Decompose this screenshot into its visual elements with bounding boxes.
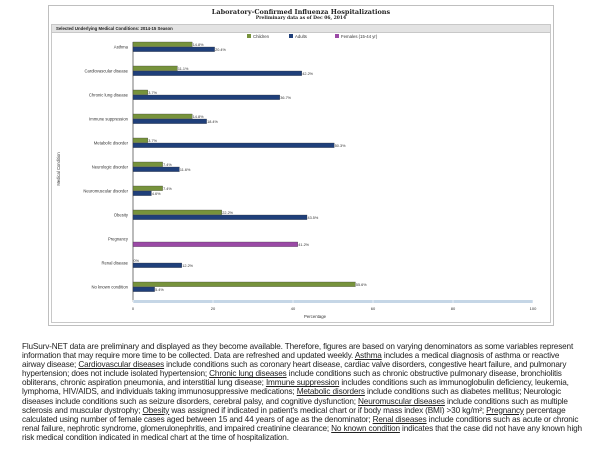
footnote-term: Chronic lung diseases [209, 369, 287, 379]
x-tick-label: 40 [291, 306, 296, 311]
footnote-text: include conditions such as diabetes mell… [22, 387, 562, 406]
bar-adults [132, 46, 215, 52]
category-label: Metabolic disorder [94, 141, 129, 146]
data-label: 7.4% [163, 187, 172, 191]
footnote-text: percentage calculated using number of fe… [22, 405, 566, 424]
bar-children [132, 41, 193, 47]
footnote-term: Cardiovascular diseases [78, 360, 165, 370]
bar-children [132, 281, 356, 287]
data-label: 41.2% [298, 243, 309, 247]
chart-panel: Children Adults Females (15-44 yr) Medical … [51, 32, 551, 323]
chart-subtitle: Preliminary data as of Dec 06, 2014 [255, 16, 347, 21]
data-label: 22.2% [222, 211, 233, 215]
category-label: No known condition [91, 285, 128, 290]
footnote-term: Pregnancy [486, 405, 524, 415]
data-label: 55.6% [356, 283, 367, 287]
category-label: Neurologic disorder [92, 165, 129, 170]
bar-children [132, 113, 193, 119]
bar-adults [132, 166, 180, 172]
footnote-term: Renal diseases [372, 414, 427, 424]
category-label: Chronic lung disease [89, 93, 129, 98]
bar-adults [132, 286, 155, 292]
data-label: 0% [134, 259, 140, 263]
x-tick-label: 20 [211, 306, 216, 311]
legend-swatch-1 [289, 34, 293, 38]
footnote-term: Asthma [354, 351, 382, 361]
footnote-term: Immune suppression [265, 378, 340, 388]
footnote-term: No known condition [331, 423, 400, 433]
bar-children [132, 89, 148, 95]
bar-children [132, 137, 148, 143]
data-label: 14.8% [193, 115, 204, 119]
x-tick-label: 60 [371, 306, 376, 311]
panel-title: Selected Underlying Medical Conditions: … [51, 24, 551, 33]
x-tick-label: 0 [132, 306, 135, 311]
y-axis-label: Medical Condition [56, 152, 61, 186]
data-label: 11.1% [178, 67, 189, 71]
category-label: Neuromuscular disorder [83, 189, 128, 194]
bar-children [132, 65, 178, 71]
data-label: 7.4% [163, 163, 172, 167]
bar-adults [132, 190, 152, 196]
legend-label: Adults [295, 34, 307, 39]
legend-label: Children [253, 34, 270, 39]
bar-adults [132, 70, 302, 76]
data-label: 3.7% [148, 139, 157, 143]
chart-frame: Laboratory-Confirmed Influenza Hospitali… [48, 5, 554, 326]
bar-adults [132, 142, 335, 148]
data-label: 14.8% [193, 43, 204, 47]
footnote-text: was assigned if indicated in patient's m… [169, 405, 487, 415]
data-label: 43.5% [308, 216, 319, 220]
category-label: Cardiovascular disease [84, 69, 128, 74]
data-label: 42.2% [302, 72, 313, 76]
category-label: Renal disease [101, 261, 128, 266]
bar-children [132, 161, 163, 167]
data-label: 36.7% [280, 96, 291, 100]
data-label: 18.4% [207, 120, 218, 124]
category-label: Immune suppression [89, 117, 129, 122]
category-label: Pregnancy [108, 237, 129, 242]
data-label: 20.4% [215, 48, 226, 52]
bar-adults [132, 118, 207, 124]
footnote: FluSurv-NET data are preliminary and dis… [22, 342, 582, 442]
footnote-term: Metabolic disorders [296, 387, 365, 397]
legend-label: Females (15-44 yr) [341, 34, 378, 39]
data-label: 4.6% [152, 192, 161, 196]
footnote-text: includes a medical diagnosis of asthma o… [22, 351, 560, 370]
bar-adults [132, 214, 308, 220]
bar-adults [132, 262, 182, 268]
bar-adults [132, 94, 280, 100]
data-label: 50.3% [335, 144, 346, 148]
data-label: 12.2% [182, 264, 193, 268]
footnote-text: include conditions such as coronary hear… [22, 360, 567, 379]
category-label: Asthma [114, 45, 129, 50]
bar-children [132, 209, 222, 215]
category-label: Obesity [114, 213, 129, 218]
footnote-text: include conditions such as acute or chro… [22, 414, 579, 433]
x-axis-bar [133, 300, 533, 303]
chart-title: Laboratory-Confirmed Influenza Hospitali… [211, 8, 391, 16]
bar-children [132, 185, 163, 191]
data-label: 3.7% [148, 91, 157, 95]
footnote-text: indicates that the case did not have any… [22, 423, 582, 442]
bar-females [132, 241, 298, 247]
footnote-term: Neuromuscular diseases [358, 396, 445, 406]
x-axis-label: Percentage [304, 314, 327, 319]
footnote-term: Obesity [142, 405, 170, 415]
footnote-text: FluSurv-NET data are preliminary and dis… [22, 342, 574, 361]
footnote-text: includes conditions such as immunoglobul… [22, 378, 569, 397]
bar-chart: Children Adults Females (15-44 yr) Medical … [56, 34, 537, 319]
legend-swatch-2 [335, 34, 339, 38]
footnote-text: include conditions such as chronic obstr… [22, 369, 562, 388]
data-label: 5.4% [155, 288, 164, 292]
data-label: 11.6% [180, 168, 191, 172]
x-tick-label: 80 [451, 306, 456, 311]
x-tick-label: 100 [530, 306, 537, 311]
legend-swatch-0 [247, 34, 251, 38]
footnote-text: include conditions such as multiple scle… [22, 396, 568, 415]
